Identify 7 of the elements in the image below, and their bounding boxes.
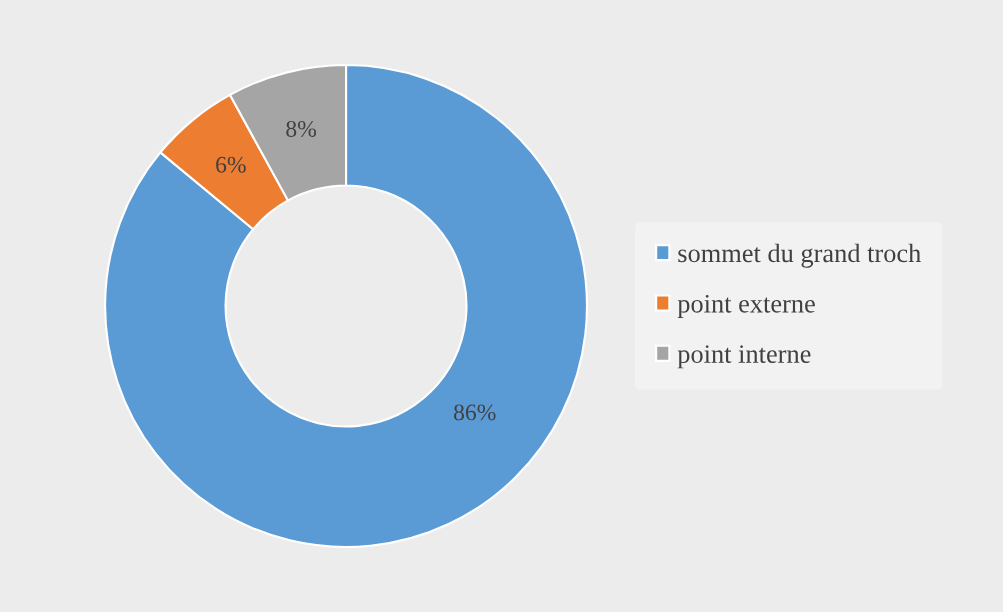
- legend-label: sommet du grand troch: [678, 243, 921, 268]
- donut-slice: [104, 64, 589, 548]
- data-label: 8%: [286, 120, 317, 137]
- data-label: 6%: [216, 156, 246, 173]
- legend-label: point externe: [677, 294, 815, 318]
- legend-label: point interne: [677, 345, 811, 369]
- data-label: 86%: [454, 404, 496, 421]
